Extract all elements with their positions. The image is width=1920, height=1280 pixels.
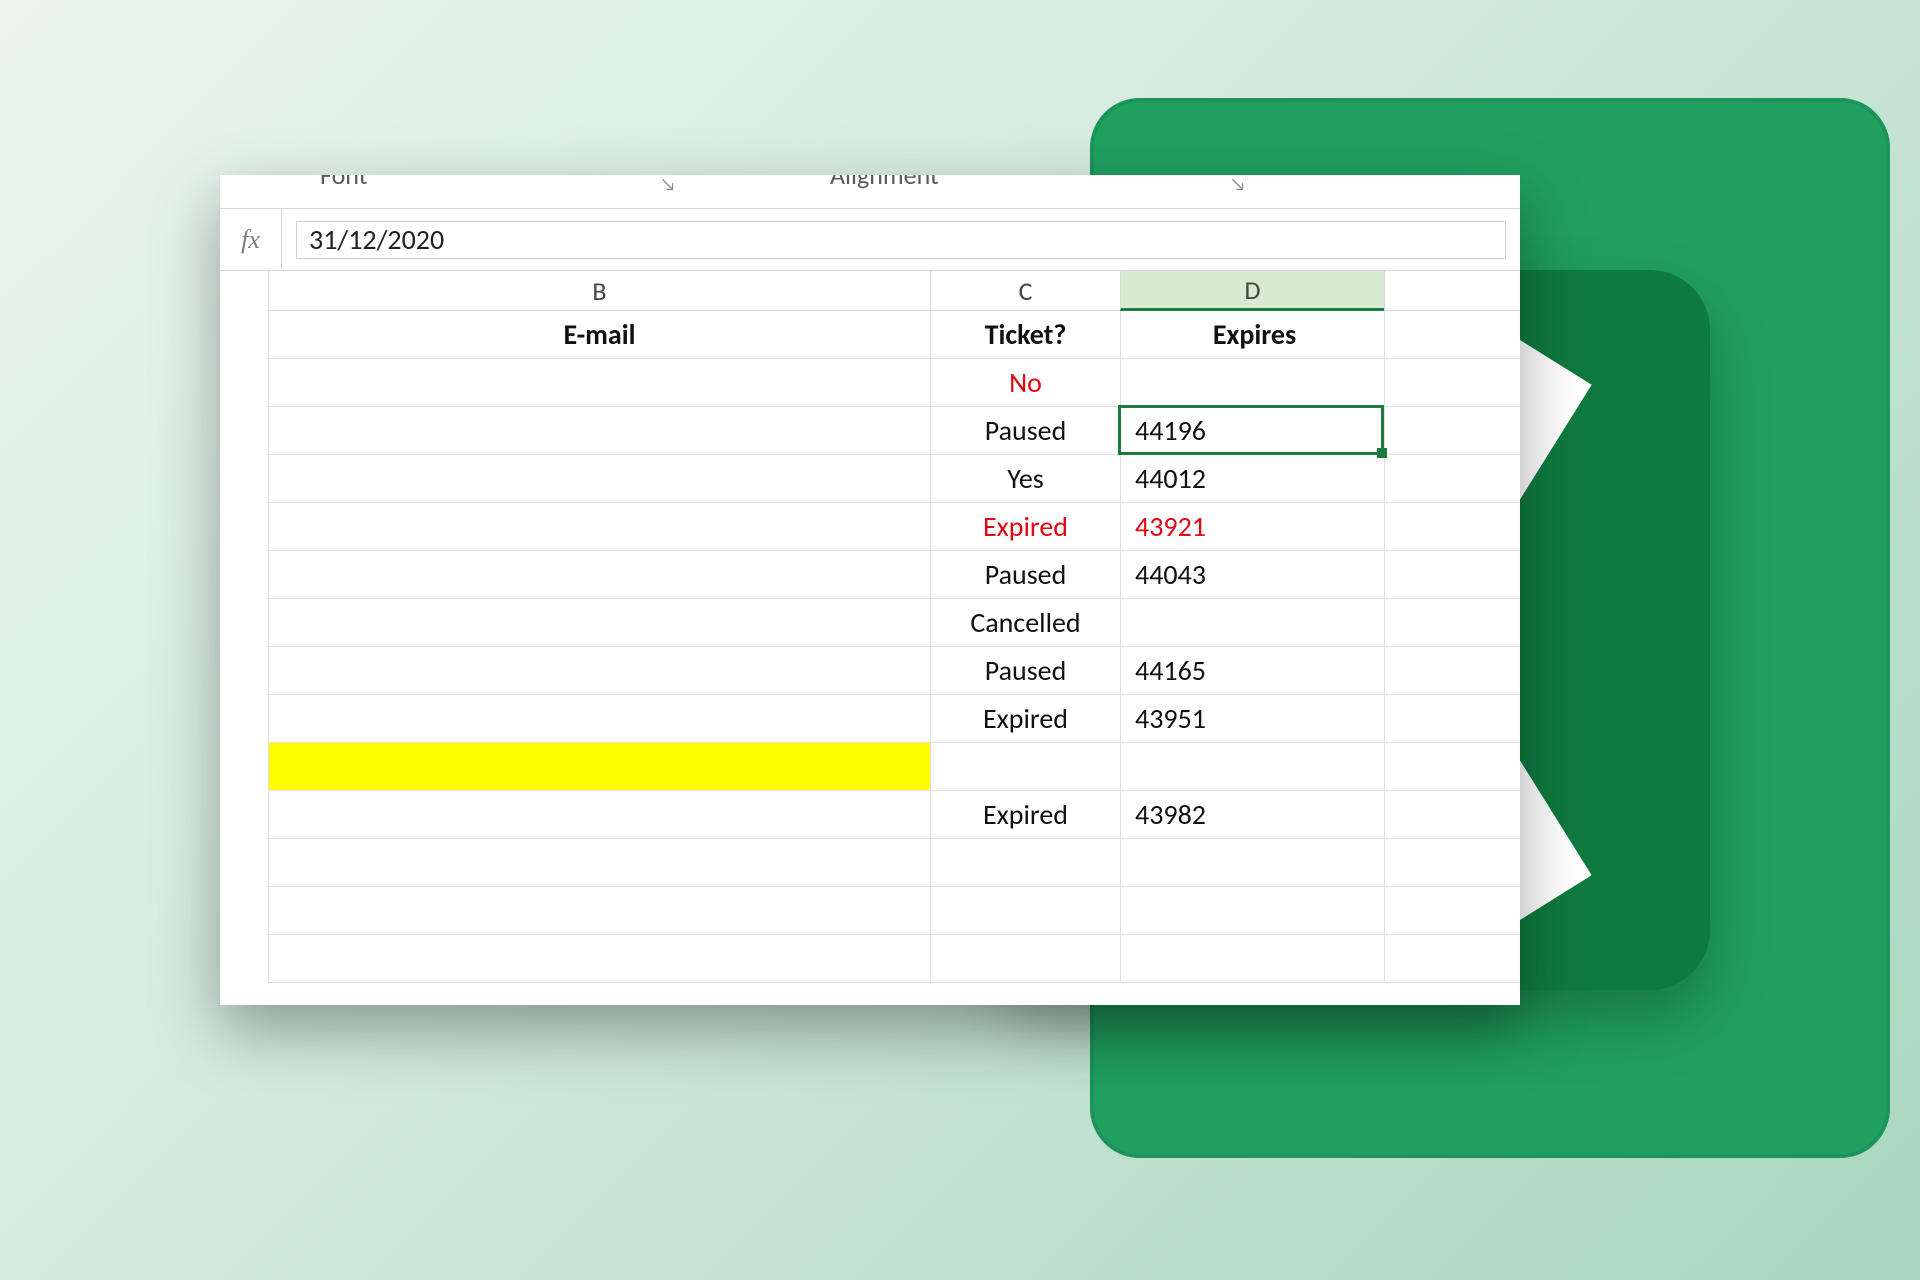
header-email[interactable]: E-mail: [268, 311, 930, 359]
cell-empty[interactable]: [1384, 503, 1520, 551]
ribbon-font-dialog-launcher[interactable]: ↘: [660, 175, 688, 193]
table-row: Paused44165: [220, 647, 1520, 695]
formula-bar: fx 31/12/2020: [220, 209, 1520, 271]
cell-expires[interactable]: 43951: [1120, 695, 1384, 743]
cell-ticket[interactable]: Paused: [930, 551, 1120, 599]
cell-email[interactable]: [268, 791, 930, 839]
table-row: Cancelled: [220, 599, 1520, 647]
table-row: Expired43951: [220, 695, 1520, 743]
cell-expires[interactable]: [1120, 359, 1384, 407]
table-row: [220, 839, 1520, 887]
excel-window: Font ↘ Alignment ↘ fx 31/12/2020 B C D E…: [220, 175, 1520, 1005]
cell-email[interactable]: [268, 503, 930, 551]
cell-ticket[interactable]: [930, 743, 1120, 791]
cell-ticket[interactable]: Paused: [930, 647, 1120, 695]
cell-ticket[interactable]: [930, 887, 1120, 935]
table-row: Paused44043: [220, 551, 1520, 599]
column-header-d[interactable]: D: [1120, 271, 1384, 311]
cell-ticket[interactable]: Paused: [930, 407, 1120, 455]
cell-expires[interactable]: [1120, 599, 1384, 647]
cell-expires[interactable]: [1120, 743, 1384, 791]
cell-empty[interactable]: [1384, 839, 1520, 887]
ribbon-group-alignment-label: Alignment: [830, 175, 939, 191]
column-header-c[interactable]: C: [930, 271, 1120, 311]
column-header-e[interactable]: [1384, 271, 1520, 311]
column-header-b[interactable]: B: [268, 271, 930, 311]
table-row: [220, 887, 1520, 935]
fx-icon[interactable]: fx: [220, 209, 282, 270]
cell-expires[interactable]: [1120, 935, 1384, 983]
spreadsheet-grid[interactable]: B C D E-mail Ticket? Expires NoPaused441…: [220, 271, 1520, 983]
cell-empty[interactable]: [1384, 455, 1520, 503]
cell-expires[interactable]: 44165: [1120, 647, 1384, 695]
cell-email[interactable]: [268, 455, 930, 503]
table-row: No: [220, 359, 1520, 407]
header-expires[interactable]: Expires: [1120, 311, 1384, 359]
table-row: [220, 743, 1520, 791]
cell-email[interactable]: [268, 935, 930, 983]
cell-empty[interactable]: [1384, 407, 1520, 455]
ribbon-groups-strip: Font ↘ Alignment ↘: [220, 175, 1520, 209]
ribbon-alignment-dialog-launcher[interactable]: ↘: [1230, 175, 1258, 193]
cell-email[interactable]: [268, 887, 930, 935]
cell-expires[interactable]: 44012: [1120, 455, 1384, 503]
cell-empty[interactable]: [1384, 311, 1520, 359]
cell-empty[interactable]: [1384, 359, 1520, 407]
cell-email[interactable]: [268, 647, 930, 695]
cell-ticket[interactable]: Expired: [930, 503, 1120, 551]
table-row: Yes44012: [220, 455, 1520, 503]
table-row: [220, 935, 1520, 983]
cell-expires[interactable]: [1120, 839, 1384, 887]
cell-ticket[interactable]: Expired: [930, 791, 1120, 839]
cell-ticket[interactable]: Cancelled: [930, 599, 1120, 647]
cell-empty[interactable]: [1384, 791, 1520, 839]
cell-empty[interactable]: [1384, 935, 1520, 983]
cell-email[interactable]: [268, 407, 930, 455]
formula-input[interactable]: 31/12/2020: [296, 221, 1506, 259]
cell-expires[interactable]: 43982: [1120, 791, 1384, 839]
table-row: E-mail Ticket? Expires: [220, 311, 1520, 359]
column-headers-row: B C D: [220, 271, 1520, 311]
table-row: Expired43982: [220, 791, 1520, 839]
cell-empty[interactable]: [1384, 599, 1520, 647]
cell-email[interactable]: [268, 839, 930, 887]
cell-empty[interactable]: [1384, 743, 1520, 791]
cell-ticket[interactable]: Expired: [930, 695, 1120, 743]
cell-empty[interactable]: [1384, 647, 1520, 695]
cell-expires[interactable]: 44196: [1120, 407, 1384, 455]
ribbon-group-font-label: Font: [320, 175, 367, 191]
cell-expires[interactable]: 43921: [1120, 503, 1384, 551]
cell-email[interactable]: [268, 695, 930, 743]
cell-empty[interactable]: [1384, 551, 1520, 599]
cell-email[interactable]: [268, 359, 930, 407]
cell-empty[interactable]: [1384, 887, 1520, 935]
cell-empty[interactable]: [1384, 695, 1520, 743]
cell-expires[interactable]: 44043: [1120, 551, 1384, 599]
cell-ticket[interactable]: [930, 839, 1120, 887]
table-row: Expired43921: [220, 503, 1520, 551]
cell-email[interactable]: [268, 551, 930, 599]
cell-email[interactable]: [268, 599, 930, 647]
cell-ticket[interactable]: Yes: [930, 455, 1120, 503]
table-row: Paused44196: [220, 407, 1520, 455]
cell-email[interactable]: [268, 743, 930, 791]
header-ticket[interactable]: Ticket?: [930, 311, 1120, 359]
cell-expires[interactable]: [1120, 887, 1384, 935]
cell-ticket[interactable]: No: [930, 359, 1120, 407]
cell-ticket[interactable]: [930, 935, 1120, 983]
